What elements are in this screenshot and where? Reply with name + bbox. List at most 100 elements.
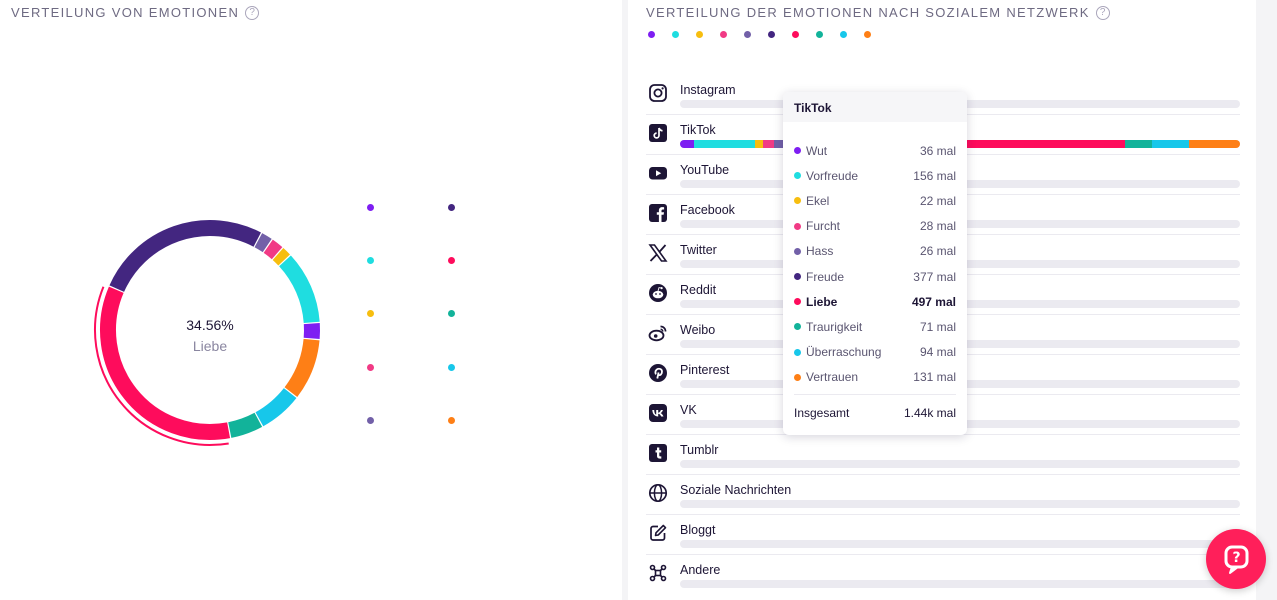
legend-item-wut[interactable] [367, 202, 448, 255]
tooltip-row-vertrauen: Vertrauen 131 mal [794, 365, 956, 390]
chip-dot [864, 31, 871, 38]
filter-chip-ueberraschung[interactable] [840, 31, 852, 38]
network-name: Pinterest [680, 363, 730, 377]
chip-dot [816, 31, 823, 38]
filter-chip-traurigkeit[interactable] [816, 31, 828, 38]
question-circle-icon[interactable]: ? [1095, 5, 1110, 20]
network-row-bloggt[interactable]: Bloggt [646, 515, 1240, 555]
legend-dot [448, 257, 455, 265]
bar-segment-vorfreude[interactable] [694, 140, 755, 148]
donut-segment-vorfreude[interactable] [278, 255, 320, 324]
chip-dot [840, 31, 847, 38]
filter-chip-vorfreude[interactable] [672, 31, 684, 38]
donut-segment-traurigkeit[interactable] [227, 412, 263, 438]
network-name: Bloggt [680, 523, 716, 537]
tooltip-row-value: 94 mal [919, 345, 956, 360]
vk-icon [648, 403, 668, 423]
network-emotion-bar[interactable] [680, 540, 1240, 548]
network-row-soziale-nachrichten[interactable]: Soziale Nachrichten [646, 475, 1240, 515]
tooltip-list: Wut 36 mal Vorfreude 156 mal Ekel 22 mal Furch… [794, 138, 956, 390]
donut-segment-vertrauen[interactable] [284, 338, 320, 397]
tooltip-title: TikTok [783, 92, 967, 122]
network-emotion-bar[interactable] [680, 580, 1240, 588]
tooltip-row-vorfreude: Vorfreude 156 mal [794, 163, 956, 188]
bar-segment-ueberraschung[interactable] [1152, 140, 1189, 148]
bar-segment-ekel[interactable] [754, 140, 764, 148]
tooltip-row-name: Überraschung [806, 345, 882, 360]
donut-svg [94, 220, 320, 446]
donut-segment-liebe[interactable] [100, 286, 231, 440]
network-row-andere[interactable]: Andere [646, 555, 1240, 595]
tooltip-total-label: Insgesamt [794, 406, 850, 420]
tooltip-divider [794, 394, 956, 395]
donut-segment-ueberraschung[interactable] [255, 387, 297, 427]
filter-chip-ekel[interactable] [696, 31, 708, 38]
donut-segment-freude[interactable] [109, 220, 261, 293]
legend-item-vorfreude[interactable] [367, 255, 448, 308]
network-name: Andere [680, 563, 721, 577]
legend-dot [367, 310, 374, 318]
tooltip-row-name: Vertrauen [806, 370, 859, 385]
legend-item-hass[interactable] [367, 415, 448, 468]
legend-item-value-row [448, 363, 558, 371]
legend-item-liebe[interactable] [448, 255, 558, 308]
tooltip-row-value: 377 mal [913, 269, 956, 284]
bar-segment-traurigkeit[interactable] [1124, 140, 1153, 148]
bar-segment-hass[interactable] [774, 140, 785, 148]
donut-segment-furcht[interactable] [263, 239, 283, 260]
tooltip-row-liebe: Liebe 497 mal [794, 289, 956, 314]
panel-title-text: Verteilung von Emotionen [11, 5, 240, 20]
legend-item-ueberraschung[interactable] [448, 362, 558, 415]
legend-item-value-row [448, 257, 558, 265]
network-emotion-bar[interactable] [680, 500, 1240, 508]
donut-highlight-arc [94, 286, 229, 446]
tooltip-row-value: 36 mal [919, 143, 956, 158]
bar-segment-furcht[interactable] [763, 140, 775, 148]
legend-item-furcht[interactable] [367, 362, 448, 415]
facebook-icon [648, 203, 668, 223]
tooltip-dot [794, 323, 801, 331]
question-circle-icon[interactable]: ? [245, 5, 260, 20]
tooltip-dot [794, 373, 801, 381]
tooltip-dot [794, 247, 801, 255]
instagram-icon [648, 83, 668, 103]
network-name: Facebook [680, 203, 735, 217]
bar-segment-liebe[interactable] [931, 140, 1125, 148]
tooltip-row-ekel: Ekel 22 mal [794, 188, 956, 213]
filter-chip-vertrauen[interactable] [864, 31, 876, 38]
legend-item-vertrauen[interactable] [448, 415, 558, 468]
tumblr-icon [648, 443, 668, 463]
pinterest-icon [648, 363, 668, 383]
filter-chip-hass[interactable] [744, 31, 756, 38]
legend-item-value-row [367, 310, 448, 318]
bar-segment-vertrauen[interactable] [1188, 140, 1240, 148]
chip-dot [648, 31, 655, 38]
filter-chip-furcht[interactable] [720, 31, 732, 38]
network-row-tumblr[interactable]: Tumblr [646, 435, 1240, 475]
emotion-legend [367, 202, 558, 468]
filter-chip-liebe[interactable] [792, 31, 804, 38]
network-name: YouTube [680, 163, 730, 177]
tooltip-row-value: 26 mal [919, 244, 956, 259]
tooltip-row-value: 156 mal [913, 168, 956, 183]
youtube-icon [648, 163, 668, 183]
filter-chip-freude[interactable] [768, 31, 780, 38]
network-name: Reddit [680, 283, 717, 297]
legend-item-traurigkeit[interactable] [448, 308, 558, 361]
filter-chip-wut[interactable] [648, 31, 660, 38]
legend-dot [448, 204, 455, 211]
tooltip-dot [794, 298, 801, 306]
network-emotion-bar[interactable] [680, 460, 1240, 468]
donut-segment-ekel[interactable] [272, 248, 290, 266]
legend-item-freude[interactable] [448, 202, 558, 255]
chat-help-button[interactable]: ? [1206, 529, 1266, 589]
legend-item-ekel[interactable] [367, 308, 448, 361]
donut-segment-hass[interactable] [254, 233, 272, 253]
bar-segment-wut[interactable] [680, 140, 695, 148]
network-name: Tumblr [680, 443, 719, 457]
legend-item-value-row [367, 416, 448, 424]
tooltip-row-name: Furcht [806, 219, 841, 234]
tooltip-row-name: Traurigkeit [806, 319, 863, 334]
tooltip-dot [794, 197, 801, 205]
legend-dot [367, 363, 374, 371]
